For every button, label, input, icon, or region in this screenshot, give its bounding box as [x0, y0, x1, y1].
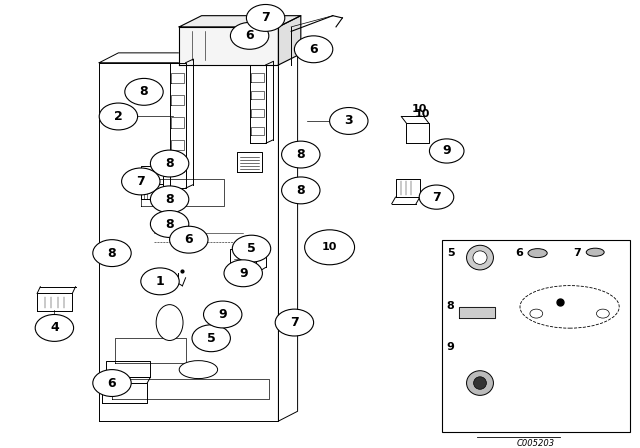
Text: 8: 8	[140, 85, 148, 99]
Text: 6: 6	[108, 376, 116, 390]
Circle shape	[170, 226, 208, 253]
Circle shape	[99, 103, 138, 130]
Polygon shape	[459, 307, 495, 318]
Text: 5: 5	[447, 248, 454, 258]
Circle shape	[530, 309, 543, 318]
Circle shape	[294, 36, 333, 63]
Circle shape	[93, 240, 131, 267]
Circle shape	[192, 325, 230, 352]
Ellipse shape	[586, 248, 604, 256]
Circle shape	[282, 141, 320, 168]
Text: 7: 7	[290, 316, 299, 329]
Circle shape	[305, 230, 355, 265]
Ellipse shape	[528, 249, 547, 258]
Ellipse shape	[179, 361, 218, 379]
Circle shape	[224, 260, 262, 287]
Circle shape	[141, 268, 179, 295]
Text: 6: 6	[184, 233, 193, 246]
Text: 2: 2	[114, 110, 123, 123]
Circle shape	[232, 235, 271, 262]
Ellipse shape	[167, 218, 185, 230]
Text: 8: 8	[296, 148, 305, 161]
Text: 7: 7	[573, 248, 580, 258]
Text: 9: 9	[239, 267, 248, 280]
Text: 7: 7	[136, 175, 145, 188]
Text: 3: 3	[344, 114, 353, 128]
Text: 5: 5	[247, 242, 256, 255]
Ellipse shape	[156, 305, 183, 340]
Text: 9: 9	[447, 342, 454, 352]
Text: 6: 6	[515, 248, 523, 258]
Circle shape	[150, 186, 189, 213]
Circle shape	[275, 309, 314, 336]
Bar	[442, 240, 630, 432]
Text: 10: 10	[415, 109, 430, 119]
Text: 8: 8	[108, 246, 116, 260]
Circle shape	[204, 301, 242, 328]
Text: 5: 5	[207, 332, 216, 345]
Text: 10: 10	[322, 242, 337, 252]
Polygon shape	[179, 16, 301, 27]
Text: 8: 8	[296, 184, 305, 197]
Text: C005203: C005203	[517, 439, 555, 448]
Text: 8: 8	[165, 217, 174, 231]
Text: 4: 4	[50, 321, 59, 335]
Ellipse shape	[474, 377, 486, 389]
Text: 9: 9	[218, 308, 227, 321]
Circle shape	[596, 309, 609, 318]
Circle shape	[150, 150, 189, 177]
Ellipse shape	[467, 370, 493, 395]
Circle shape	[93, 370, 131, 396]
Circle shape	[35, 314, 74, 341]
Text: 6: 6	[245, 29, 254, 43]
Circle shape	[230, 22, 269, 49]
Ellipse shape	[467, 246, 493, 270]
Text: 6: 6	[309, 43, 318, 56]
Circle shape	[150, 211, 189, 237]
Polygon shape	[179, 27, 278, 65]
Circle shape	[122, 168, 160, 195]
Text: 8: 8	[165, 193, 174, 206]
Text: 8: 8	[165, 157, 174, 170]
Circle shape	[330, 108, 368, 134]
Circle shape	[429, 139, 464, 163]
Text: 10: 10	[412, 104, 427, 114]
Polygon shape	[278, 16, 301, 65]
Text: 9: 9	[442, 144, 451, 158]
Circle shape	[282, 177, 320, 204]
Circle shape	[419, 185, 454, 209]
Ellipse shape	[520, 286, 619, 328]
Text: 1: 1	[156, 275, 164, 288]
Circle shape	[246, 4, 285, 31]
Ellipse shape	[473, 251, 487, 264]
Circle shape	[125, 78, 163, 105]
Text: 8: 8	[447, 301, 454, 311]
Text: 7: 7	[261, 11, 270, 25]
Text: 7: 7	[432, 190, 441, 204]
